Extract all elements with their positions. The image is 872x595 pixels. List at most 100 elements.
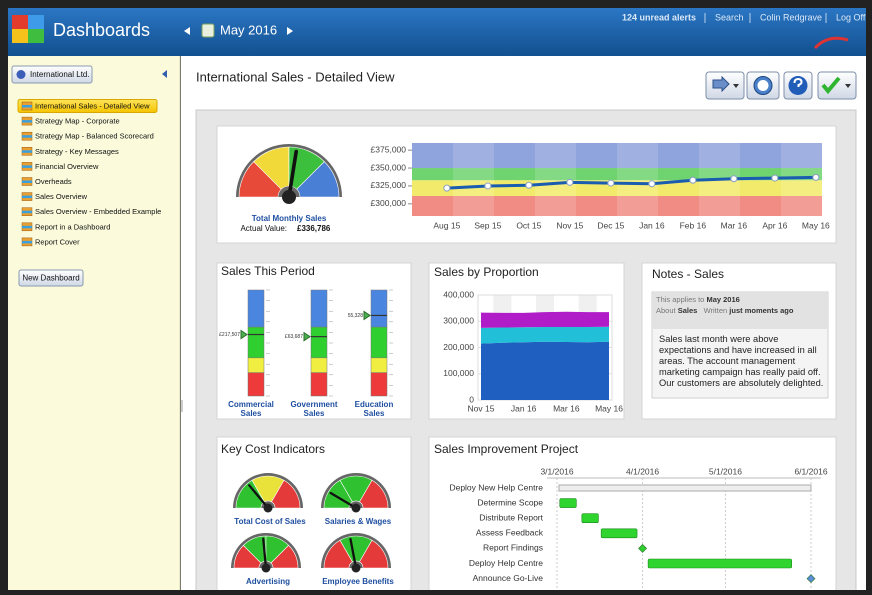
x-tick-label: Oct 15 — [516, 220, 541, 230]
y-tick-label: 400,000 — [443, 289, 474, 299]
x-tick-label: Sep 15 — [474, 220, 501, 230]
x-tick-label: May 16 — [802, 220, 830, 230]
meter-segment — [370, 289, 388, 328]
trend-point — [607, 179, 615, 187]
meter-value: £63,687 — [285, 334, 303, 340]
header-bar — [8, 8, 866, 56]
x-tick-label: Mar 16 — [553, 403, 580, 413]
nav-item[interactable]: Sales Overview — [35, 192, 88, 201]
trend-point — [566, 178, 574, 186]
gauge-label: Total Monthly Sales — [252, 214, 327, 223]
task-name: Deploy Help Centre — [469, 558, 543, 568]
gauge-hub — [282, 190, 296, 204]
approve-icon — [821, 76, 841, 95]
meter-value: £217,507 — [219, 332, 240, 338]
meter-pointer — [240, 329, 248, 340]
y-tick-label: 0 — [469, 394, 474, 404]
area — [481, 311, 609, 328]
item-icon-band — [22, 150, 32, 153]
alerts[interactable]: 124 unread alerts — [622, 12, 696, 22]
dropdown — [845, 84, 851, 88]
calendar-icon[interactable] — [201, 23, 215, 38]
y-tick-label: £375,000 — [371, 144, 407, 154]
summary-bar — [558, 484, 812, 492]
task-name: Report Findings — [483, 543, 543, 553]
area — [481, 341, 609, 400]
trend-point — [484, 182, 492, 190]
nav-item[interactable]: International Sales - Detailed View — [35, 101, 150, 110]
meta-value: just moments ago — [729, 306, 794, 315]
meter-segment — [247, 372, 265, 397]
nav-item[interactable]: Financial Overview — [35, 162, 99, 171]
org-name[interactable]: International Ltd. — [30, 70, 90, 79]
link[interactable]: Log Off — [836, 12, 866, 22]
widget-title: Sales by Proportion — [434, 265, 539, 279]
gauge-hub — [351, 563, 361, 573]
widget-key-costs — [216, 436, 412, 595]
logo — [12, 15, 44, 43]
new-dashboard-button[interactable] — [18, 269, 84, 287]
meter-label: Sales — [364, 409, 385, 418]
item-icon-band — [22, 240, 32, 244]
link[interactable]: Colin Redgrave — [760, 12, 822, 22]
column-shade — [617, 143, 658, 216]
task-bar — [559, 498, 577, 508]
gauge-label: Total Cost of Sales — [234, 517, 306, 526]
sidebar — [8, 56, 180, 590]
gauge-segment — [359, 539, 389, 569]
milestone — [806, 574, 816, 584]
item-icon-band — [22, 210, 32, 214]
period[interactable]: May 2016 — [220, 22, 277, 37]
task-name: Announce Go-Live — [473, 573, 544, 583]
org-icon — [16, 70, 26, 79]
nav-item[interactable]: Sales Overview - Embedded Example — [35, 207, 161, 216]
next-period[interactable] — [287, 27, 293, 35]
gauge-needle — [248, 484, 270, 510]
y-tick-label: 200,000 — [443, 342, 474, 352]
nav-item[interactable]: Report Cover — [35, 237, 80, 246]
trend-point — [730, 175, 738, 183]
institute-logo — [813, 36, 849, 50]
nav-item[interactable]: Overheads — [35, 177, 72, 186]
meta-label: This applies to — [656, 295, 705, 304]
prev-period[interactable] — [184, 27, 190, 35]
meter-segment — [310, 357, 328, 373]
y-tick-label: £350,000 — [371, 162, 407, 172]
x-tick-label: 4/1/2016 — [626, 466, 659, 476]
y-tick-label: 100,000 — [443, 368, 474, 378]
gauge-segment — [270, 544, 299, 569]
x-tick-label: Nov 15 — [556, 220, 583, 230]
y-tick-label: £325,000 — [371, 180, 407, 190]
meter-label: Education — [355, 400, 394, 409]
new-dashboard-label[interactable]: New Dashboard — [22, 274, 79, 283]
meter-segment — [247, 357, 265, 373]
threshold-band — [412, 195, 822, 216]
meter-pointer — [303, 331, 311, 342]
area — [481, 326, 609, 344]
link[interactable]: Search — [715, 12, 744, 22]
nav-item[interactable]: Strategy Map - Corporate — [35, 117, 120, 126]
gauge-segment — [296, 161, 340, 198]
nav-item[interactable]: Strategy Map - Balanced Scorecard — [35, 132, 154, 141]
toolbar — [705, 71, 857, 100]
item-icon-band — [22, 135, 32, 138]
task-name: Assess Feedback — [476, 528, 544, 538]
x-tick-label: Aug 15 — [433, 220, 460, 230]
trend-point — [443, 184, 451, 192]
x-tick-label: Jan 16 — [511, 403, 537, 413]
meter-label: Sales — [241, 409, 262, 418]
nav-item[interactable]: Strategy - Key Messages — [35, 147, 119, 156]
note-meta: This applies to May 2016 About Sales Wri… — [656, 295, 794, 315]
note-meta-bg — [653, 293, 827, 329]
widget-improvement — [428, 436, 837, 595]
trend-point — [689, 176, 697, 184]
meter-value: 55,328 — [348, 313, 364, 319]
org-button[interactable] — [11, 65, 93, 84]
gauge-label: Employee Benefits — [322, 577, 394, 586]
meter-segment — [310, 372, 328, 397]
nav-item[interactable]: Report in a Dashboard — [35, 222, 110, 231]
collapse[interactable] — [162, 70, 167, 78]
meter-label: Government — [290, 400, 337, 409]
x-tick-label: Jan 16 — [639, 220, 665, 230]
